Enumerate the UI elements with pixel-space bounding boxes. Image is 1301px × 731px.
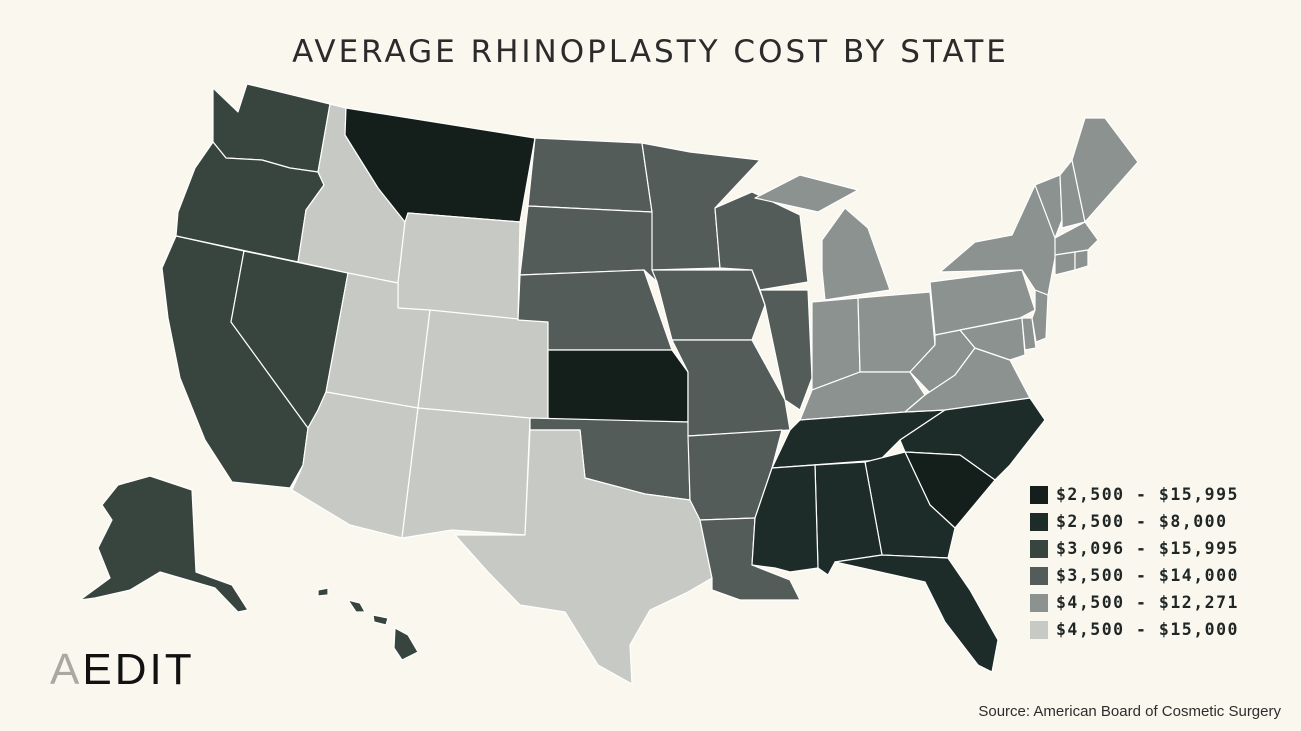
legend-item: $2,500 - $8,000 — [1030, 508, 1239, 535]
legend: $2,500 - $15,995 $2,500 - $8,000 $3,096 … — [1030, 481, 1239, 643]
logo-lead-letter: A — [50, 645, 83, 694]
map-title: AVERAGE RHINOPLASTY COST BY STATE — [292, 34, 1009, 70]
state-maine — [1071, 117, 1139, 223]
state-new-jersey — [1031, 289, 1049, 343]
source-note: Source: American Board of Cosmetic Surge… — [978, 703, 1281, 720]
legend-swatch — [1030, 539, 1048, 558]
state-massachusetts — [1054, 221, 1099, 256]
state-iowa — [651, 269, 766, 341]
legend-label: $4,500 - $12,271 — [1056, 593, 1239, 612]
legend-label: $2,500 - $8,000 — [1056, 512, 1228, 531]
legend-item: $2,500 - $15,995 — [1030, 481, 1239, 508]
legend-item: $4,500 - $15,000 — [1030, 616, 1239, 643]
state-missouri — [671, 339, 791, 437]
legend-label: $4,500 - $15,000 — [1056, 620, 1239, 639]
state-maryland — [959, 317, 1026, 361]
state-rhode-island — [1074, 249, 1089, 271]
state-new-mexico — [401, 407, 531, 539]
state-pennsylvania — [929, 269, 1036, 336]
legend-swatch — [1030, 485, 1048, 504]
state-alaska — [79, 475, 249, 613]
legend-label: $3,500 - $14,000 — [1056, 566, 1239, 585]
state-michigan — [754, 174, 891, 301]
legend-label: $2,500 - $15,995 — [1056, 485, 1239, 504]
state-connecticut — [1054, 251, 1076, 276]
state-delaware — [1021, 317, 1037, 351]
state-wyoming — [397, 212, 521, 321]
state-texas — [454, 429, 713, 685]
legend-label: $3,096 - $15,995 — [1056, 539, 1239, 558]
state-illinois — [759, 289, 813, 411]
legend-swatch — [1030, 593, 1048, 612]
state-hawaii — [317, 587, 419, 661]
legend-item: $4,500 - $12,271 — [1030, 589, 1239, 616]
state-kansas — [547, 349, 689, 423]
legend-swatch — [1030, 620, 1048, 639]
state-florida — [834, 554, 999, 673]
state-south-dakota — [519, 205, 658, 283]
legend-item: $3,096 - $15,995 — [1030, 535, 1239, 562]
legend-swatch — [1030, 566, 1048, 585]
legend-swatch — [1030, 512, 1048, 531]
state-north-dakota — [527, 137, 653, 213]
state-mississippi — [751, 464, 819, 573]
brand-logo: AEDIT — [50, 645, 195, 695]
legend-item: $3,500 - $14,000 — [1030, 562, 1239, 589]
state-colorado — [417, 309, 549, 421]
logo-rest: EDIT — [82, 645, 195, 694]
state-new-hampshire — [1059, 159, 1086, 229]
